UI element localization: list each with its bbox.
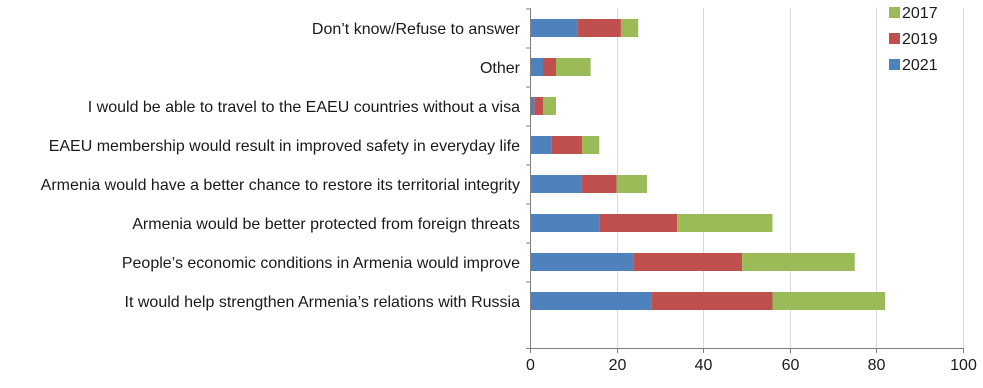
x-tick-label: 20: [609, 357, 627, 374]
category-label: Armenia would be better protected from f…: [132, 216, 520, 233]
legend-label: 2019: [902, 31, 938, 48]
category-label: Other: [480, 60, 521, 77]
bar-2021: [530, 292, 652, 310]
bar-2017: [742, 253, 855, 271]
bar-2019: [542, 58, 556, 76]
bar-2017: [581, 136, 600, 154]
bar-2019: [534, 97, 543, 115]
bar-2021: [530, 214, 600, 232]
x-tick-label: 80: [868, 357, 886, 374]
category-label: It would help strengthen Armenia’s relat…: [125, 294, 521, 311]
legend-label: 2017: [902, 5, 938, 22]
gridlines: [617, 8, 964, 348]
bar-2017: [772, 292, 886, 310]
legend-swatch-2017: [889, 7, 900, 18]
bars: [530, 19, 886, 310]
legend-swatch-2021: [889, 59, 900, 70]
bar-2021: [530, 58, 543, 76]
category-labels: Don’t know/Refuse to answer Other I would …: [41, 21, 521, 311]
category-label: Don’t know/Refuse to answer: [312, 21, 521, 38]
bar-2017: [620, 19, 639, 37]
x-tick-label: 40: [695, 357, 713, 374]
bar-2017: [677, 214, 773, 232]
bar-2021: [530, 97, 535, 115]
bar-2017: [616, 175, 647, 193]
legend-label: 2021: [902, 57, 938, 74]
bar-2021: [530, 136, 552, 154]
bar-2019: [633, 253, 743, 271]
category-label: People’s economic conditions in Armenia …: [122, 255, 520, 272]
bar-2019: [577, 19, 621, 37]
x-axis: 0 20 40 60 80 100: [526, 8, 977, 374]
x-tick-label: 60: [782, 357, 800, 374]
legend: 2017 2019 2021: [889, 5, 938, 74]
category-label: Armenia would have a better chance to re…: [41, 177, 520, 194]
bar-2017: [542, 97, 556, 115]
bar-2019: [581, 175, 617, 193]
bar-2017: [555, 58, 591, 76]
x-tick-label: 0: [526, 357, 535, 374]
bar-2019: [651, 292, 773, 310]
category-label: EAEU membership would result in improved…: [49, 138, 520, 155]
bar-2019: [599, 214, 678, 232]
bar-2019: [551, 136, 582, 154]
x-tick-label: 100: [950, 357, 977, 374]
bar-2021: [530, 19, 578, 37]
bar-2021: [530, 175, 582, 193]
legend-swatch-2019: [889, 33, 900, 44]
bar-2021: [530, 253, 634, 271]
category-label: I would be able to travel to the EAEU co…: [88, 99, 520, 116]
